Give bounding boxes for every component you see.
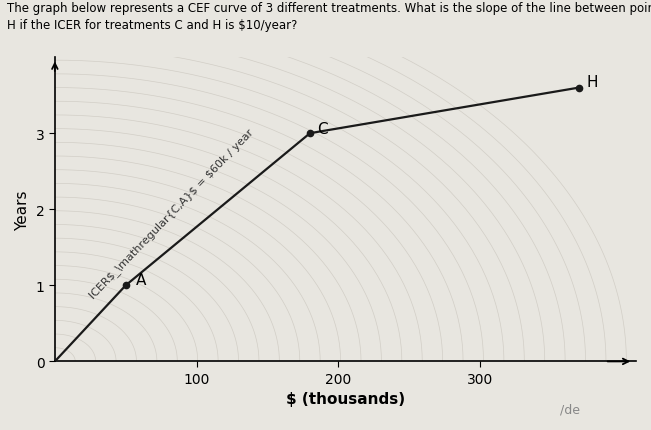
Text: The graph below represents a CEF curve of 3 different treatments. What is the sl: The graph below represents a CEF curve o… xyxy=(7,2,651,15)
Text: /de: /de xyxy=(560,403,580,416)
Text: ICER$_\mathregular{C,A}$ = $60k / year: ICER$_\mathregular{C,A}$ = $60k / year xyxy=(87,127,256,301)
X-axis label: $ (thousands): $ (thousands) xyxy=(286,391,405,406)
Y-axis label: Years: Years xyxy=(15,190,30,230)
Text: H if the ICER for treatments C and H is $10/year?: H if the ICER for treatments C and H is … xyxy=(7,19,297,32)
Text: H: H xyxy=(587,75,598,90)
Text: C: C xyxy=(317,122,327,137)
Text: A: A xyxy=(135,272,146,287)
